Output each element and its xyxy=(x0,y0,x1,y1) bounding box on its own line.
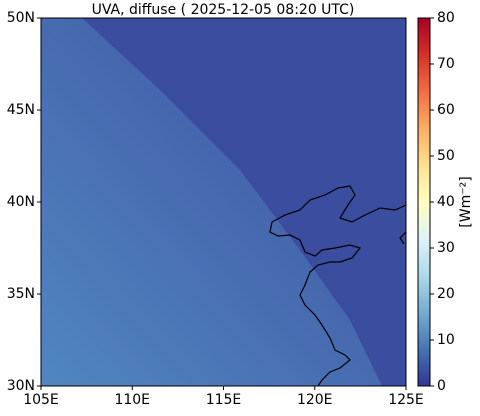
y-tick-label: 50N xyxy=(7,10,35,26)
colorbar-tick-label: 10 xyxy=(437,332,455,348)
y-tick-label: 35N xyxy=(7,286,35,302)
map-field xyxy=(41,18,406,386)
y-tick-label: 30N xyxy=(7,378,35,394)
colorbar-tick-label: 0 xyxy=(437,378,446,394)
colorbar-tick-label: 50 xyxy=(437,148,455,164)
x-tick-label: 105E xyxy=(23,392,59,408)
colorbar-tick-label: 80 xyxy=(437,10,455,26)
colorbar xyxy=(417,17,431,387)
colorbar-tick-label: 20 xyxy=(437,286,455,302)
x-tick-label: 125E xyxy=(388,392,424,408)
x-tick-label: 120E xyxy=(297,392,333,408)
x-tick-label: 110E xyxy=(114,392,150,408)
colorbar-label: [Wm⁻²] xyxy=(458,176,474,227)
colorbar-tick-label: 60 xyxy=(437,102,455,118)
y-tick-label: 45N xyxy=(7,102,35,118)
x-tick-label: 115E xyxy=(206,392,242,408)
colorbar-tick-label: 30 xyxy=(437,240,455,256)
y-tick-label: 40N xyxy=(7,194,35,210)
colorbar-tick-label: 40 xyxy=(437,194,455,210)
colorbar-tick-label: 70 xyxy=(437,56,455,72)
coastline xyxy=(269,185,406,386)
chart-title: UVA, diffuse ( 2025-12-05 08:20 UTC) xyxy=(92,2,355,18)
